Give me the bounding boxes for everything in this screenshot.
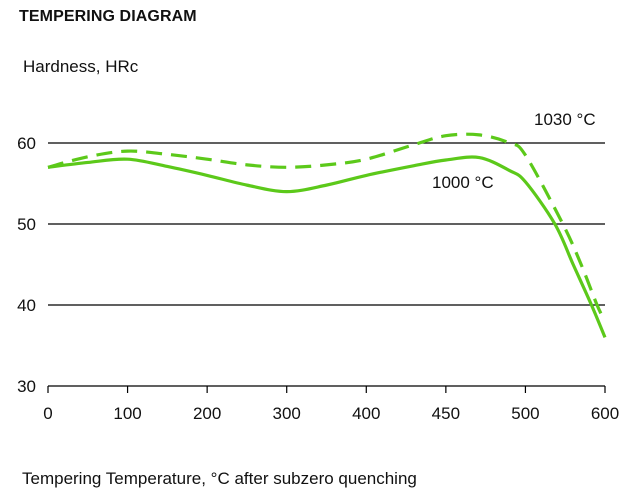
y-tick-label: 30: [17, 377, 36, 396]
y-axis-label: Hardness, HRc: [23, 57, 139, 76]
y-tick-label: 50: [17, 215, 36, 234]
x-tick-label: 0: [43, 404, 52, 423]
x-tick-label: 100: [113, 404, 141, 423]
x-tick-label: 200: [193, 404, 221, 423]
x-tick-label: 450: [432, 404, 460, 423]
x-axis-label: Tempering Temperature, °C after subzero …: [22, 469, 417, 488]
series-label-1030: 1030 °C: [534, 110, 596, 129]
series-line-1030: [47, 132, 607, 322]
x-tick-label: 400: [352, 404, 380, 423]
y-tick-label: 60: [17, 134, 36, 153]
series-label-1000: 1000 °C: [432, 173, 494, 192]
chart-title: TEMPERING DIAGRAM: [19, 8, 197, 25]
y-tick-label: 40: [17, 296, 36, 315]
x-tick-label: 500: [511, 404, 539, 423]
series-line-1000: [47, 155, 607, 339]
x-tick-label: 600: [591, 404, 619, 423]
x-tick-label: 300: [273, 404, 301, 423]
